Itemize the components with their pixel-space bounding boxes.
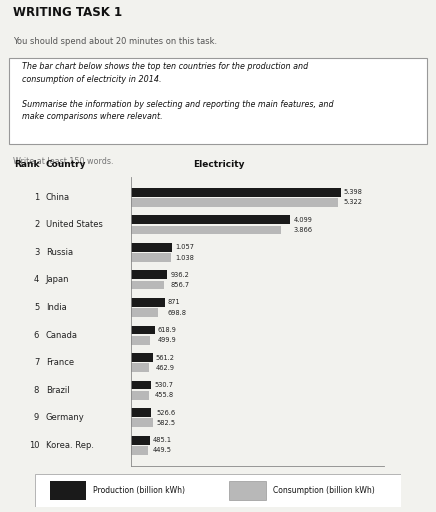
Text: 2: 2	[34, 220, 39, 229]
Bar	[131, 216, 290, 224]
FancyBboxPatch shape	[35, 474, 401, 507]
Bar	[131, 408, 151, 417]
Text: 455.8: 455.8	[154, 392, 174, 398]
Text: Korea. Rep.: Korea. Rep.	[46, 441, 94, 450]
Text: Country: Country	[46, 160, 86, 169]
Bar	[131, 446, 148, 455]
Text: Consumption (billion kWh): Consumption (billion kWh)	[273, 486, 375, 495]
Bar	[131, 436, 150, 444]
Text: 3.866: 3.866	[293, 227, 312, 233]
Text: The bar chart below shows the top ten countries for the production and
consumpti: The bar chart below shows the top ten co…	[22, 62, 334, 121]
Text: 4.099: 4.099	[293, 217, 312, 223]
Text: 8: 8	[34, 386, 39, 395]
Text: 561.2: 561.2	[156, 354, 175, 360]
Text: 7: 7	[34, 358, 39, 367]
Text: 698.8: 698.8	[168, 310, 187, 315]
Text: Germany: Germany	[46, 413, 85, 422]
Text: 526.6: 526.6	[157, 410, 176, 416]
Text: 1.057: 1.057	[175, 244, 194, 250]
Text: Brazil: Brazil	[46, 386, 69, 395]
Text: 485.1: 485.1	[153, 437, 172, 443]
Bar	[131, 281, 164, 289]
Text: 3: 3	[34, 248, 39, 257]
Text: Russia: Russia	[46, 248, 73, 257]
Bar	[131, 336, 150, 345]
Bar	[131, 391, 149, 400]
Bar	[131, 380, 151, 390]
Text: Write at least 150 words.: Write at least 150 words.	[13, 157, 114, 166]
Text: Rank: Rank	[14, 160, 39, 169]
FancyBboxPatch shape	[9, 58, 427, 144]
Bar	[131, 364, 149, 372]
Text: 499.9: 499.9	[158, 337, 177, 343]
Bar	[131, 198, 338, 207]
Bar	[131, 243, 172, 252]
Text: 856.7: 856.7	[170, 282, 189, 288]
Text: You should spend about 20 minutes on this task.: You should spend about 20 minutes on thi…	[13, 37, 217, 46]
Bar	[50, 481, 86, 500]
Text: Canada: Canada	[46, 331, 78, 339]
Bar	[229, 481, 266, 500]
Text: 871: 871	[168, 300, 181, 305]
Bar	[131, 253, 171, 262]
Text: 5: 5	[34, 303, 39, 312]
Text: United States: United States	[46, 220, 102, 229]
Text: 5.322: 5.322	[344, 199, 363, 205]
Bar	[131, 326, 155, 334]
Text: 530.7: 530.7	[154, 382, 174, 388]
Bar	[131, 353, 153, 362]
Text: 582.5: 582.5	[157, 420, 176, 426]
Text: 6: 6	[34, 331, 39, 339]
Text: Japan: Japan	[46, 275, 69, 285]
Bar	[131, 188, 341, 197]
Text: China: China	[46, 193, 70, 202]
Text: WRITING TASK 1: WRITING TASK 1	[13, 6, 122, 19]
Text: 5.398: 5.398	[344, 189, 363, 195]
Bar	[131, 226, 281, 234]
Text: India: India	[46, 303, 67, 312]
Text: 1.038: 1.038	[175, 254, 194, 261]
Text: 449.5: 449.5	[153, 447, 172, 453]
Text: Production (billion kWh): Production (billion kWh)	[93, 486, 185, 495]
Text: 10: 10	[29, 441, 39, 450]
Text: France: France	[46, 358, 74, 367]
Bar	[131, 308, 158, 317]
Text: Electricity: Electricity	[194, 160, 245, 169]
Text: 1: 1	[34, 193, 39, 202]
Text: 618.9: 618.9	[158, 327, 177, 333]
Text: 4: 4	[34, 275, 39, 285]
Text: 462.9: 462.9	[156, 365, 175, 371]
Bar	[131, 270, 167, 279]
Bar	[131, 418, 153, 427]
Bar	[131, 298, 165, 307]
Text: 936.2: 936.2	[170, 272, 189, 278]
Text: 9: 9	[34, 413, 39, 422]
